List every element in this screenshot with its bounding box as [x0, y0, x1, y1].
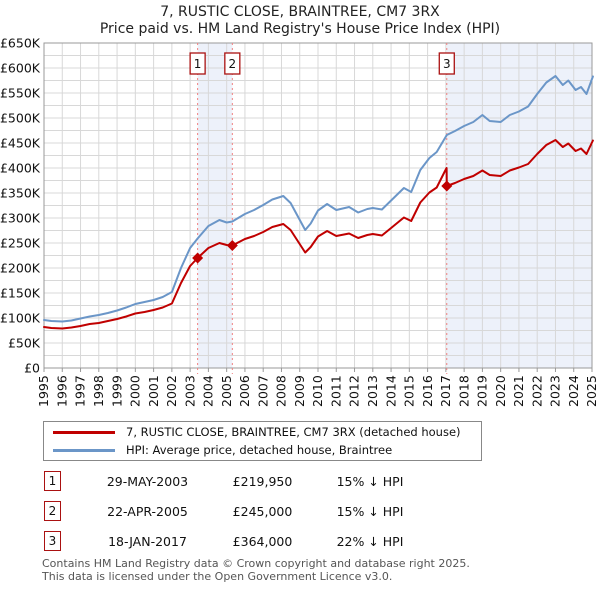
sale-date: 22-APR-2005: [107, 503, 188, 519]
sales-table: 1 29-MAY-2003 £219,950 15% ↓ HPI 2 22-AP…: [44, 471, 425, 561]
x-tick-label: 2005: [219, 375, 234, 407]
sale-date: 29-MAY-2003: [106, 473, 189, 489]
license-footer: Contains HM Land Registry data © Crown c…: [42, 557, 470, 583]
chart-legend: 7, RUSTIC CLOSE, BRAINTREE, CM7 3RX (det…: [43, 421, 482, 461]
page-title: 7, RUSTIC CLOSE, BRAINTREE, CM7 3RX: [160, 4, 440, 20]
x-tick-label: 2024: [566, 375, 581, 407]
y-tick-label: £100K: [0, 311, 41, 326]
x-tick-label: 2013: [365, 375, 380, 407]
legend-label-price: 7, RUSTIC CLOSE, BRAINTREE, CM7 3RX (det…: [126, 425, 461, 439]
x-tick-label: 1995: [36, 375, 51, 407]
sale-number-badge: 1: [44, 471, 61, 491]
sale-marker: [192, 252, 204, 264]
x-tick-label: 2014: [383, 375, 398, 407]
hpi-line: [43, 75, 594, 323]
x-tick-label: 2002: [164, 375, 179, 407]
sale-price: £245,000: [232, 503, 293, 519]
sale-row-2: 2 22-APR-2005 £245,000 15% ↓ HPI: [44, 501, 425, 521]
sale-marker: [441, 180, 453, 192]
y-tick-label: £50K: [8, 336, 41, 351]
sale-flag-number: 1: [194, 57, 202, 71]
sale-flag-box: [189, 52, 206, 75]
sale-date: 18-JAN-2017: [108, 533, 187, 549]
x-tick-label: 2020: [493, 375, 508, 407]
sale-row-1: 1 29-MAY-2003 £219,950 15% ↓ HPI: [44, 471, 425, 491]
x-tick-label: 2008: [274, 375, 289, 407]
y-tick-label: £550K: [0, 86, 41, 101]
x-tick-label: 1996: [54, 375, 69, 407]
x-tick-label: 1997: [73, 375, 88, 407]
x-tick-label: 2001: [146, 375, 161, 407]
sale-flag-number: 3: [443, 57, 451, 71]
y-tick-label: £150K: [0, 286, 41, 301]
sale-number-badge: 3: [44, 531, 61, 551]
x-tick-label: 2018: [456, 375, 471, 407]
sale-flag-box: [224, 52, 241, 75]
x-tick-label: 1998: [91, 375, 106, 407]
x-tick-label: 2004: [201, 375, 216, 407]
footer-line-1: Contains HM Land Registry data © Crown c…: [42, 557, 470, 570]
price-paid-line: [43, 139, 594, 330]
y-tick-label: £300K: [0, 211, 41, 226]
y-tick-label: £250K: [0, 236, 41, 251]
sale-marker: [226, 240, 238, 251]
x-tick-label: 2012: [347, 375, 362, 407]
x-tick-label: 2017: [438, 375, 453, 407]
x-tick-label: 2023: [548, 375, 563, 407]
title-block: 7, RUSTIC CLOSE, BRAINTREE, CM7 3RX Pric…: [0, 4, 600, 38]
sale-hpi-diff: 15% ↓ HPI: [336, 473, 404, 489]
legend-label-hpi: HPI: Average price, detached house, Brai…: [126, 443, 393, 457]
y-tick-label: £500K: [0, 111, 41, 126]
x-tick-label: 2009: [292, 375, 307, 407]
x-tick-label: 2006: [237, 375, 252, 407]
sale-price: £364,000: [232, 533, 293, 549]
x-tick-label: 2010: [310, 375, 325, 407]
sale-number-badge: 2: [44, 501, 61, 521]
x-tick-label: 2025: [584, 375, 599, 407]
x-tick-label: 2003: [182, 375, 197, 407]
x-tick-label: 1999: [109, 375, 124, 407]
y-tick-label: £450K: [0, 136, 41, 151]
x-tick-label: 2015: [402, 375, 417, 407]
sale-hpi-diff: 22% ↓ HPI: [336, 533, 404, 549]
sale-flag-box: [438, 52, 455, 75]
footer-line-2: This data is licensed under the Open Gov…: [42, 569, 393, 583]
y-tick-label: £200K: [0, 261, 41, 276]
y-tick-label: £350K: [0, 186, 41, 201]
y-tick-label: £0: [24, 361, 40, 376]
legend-row-hpi: HPI: Average price, detached house, Brai…: [44, 441, 481, 459]
hpi-line-swatch: [53, 448, 115, 452]
price-line-swatch: [53, 430, 115, 434]
y-tick-label: £600K: [0, 61, 41, 76]
sale-hpi-diff: 15% ↓ HPI: [336, 503, 404, 519]
x-tick-label: 2000: [128, 375, 143, 407]
y-tick-label: £650K: [0, 36, 41, 51]
sale-flag-number: 2: [229, 57, 237, 71]
x-tick-label: 2007: [255, 375, 270, 407]
x-tick-label: 2016: [420, 375, 435, 407]
x-tick-label: 2022: [529, 375, 544, 407]
sale-price: £219,950: [232, 473, 293, 489]
y-tick-label: £400K: [0, 161, 41, 176]
x-tick-label: 2021: [511, 375, 526, 407]
sale-row-3: 3 18-JAN-2017 £364,000 22% ↓ HPI: [44, 531, 425, 551]
page-subtitle: Price paid vs. HM Land Registry's House …: [99, 21, 501, 37]
legend-row-price: 7, RUSTIC CLOSE, BRAINTREE, CM7 3RX (det…: [44, 423, 481, 441]
x-tick-label: 2011: [328, 375, 343, 407]
price-history-chart: 1 2 3 £0 £50K £100K £150K £200K £250K £300K £350K £…: [0, 36, 599, 408]
x-tick-label: 2019: [475, 375, 490, 407]
plot-border: [43, 42, 593, 369]
